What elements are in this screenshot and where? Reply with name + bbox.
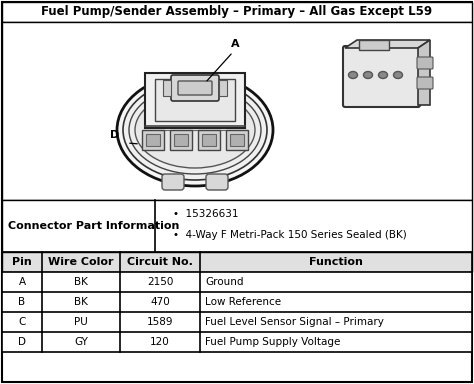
Bar <box>2 200 472 252</box>
Ellipse shape <box>379 71 388 78</box>
Text: •  4-Way F Metri-Pack 150 Series Sealed (BK): • 4-Way F Metri-Pack 150 Series Sealed (… <box>173 230 407 240</box>
Text: BK: BK <box>74 277 88 287</box>
Bar <box>142 130 164 150</box>
Bar <box>359 40 389 50</box>
Bar <box>2 312 472 332</box>
Text: 1589: 1589 <box>147 317 173 327</box>
Ellipse shape <box>393 71 402 78</box>
Text: Circuit No.: Circuit No. <box>127 257 193 267</box>
FancyBboxPatch shape <box>417 77 433 89</box>
Bar <box>202 134 216 146</box>
FancyBboxPatch shape <box>417 57 433 69</box>
Text: 120: 120 <box>150 337 170 347</box>
Bar <box>198 130 220 150</box>
Polygon shape <box>345 40 430 48</box>
Text: Pin: Pin <box>12 257 32 267</box>
Text: Wire Color: Wire Color <box>48 257 114 267</box>
FancyBboxPatch shape <box>162 174 184 190</box>
FancyBboxPatch shape <box>343 46 420 107</box>
Ellipse shape <box>117 74 273 186</box>
FancyBboxPatch shape <box>206 174 228 190</box>
Text: Fuel Level Sensor Signal – Primary: Fuel Level Sensor Signal – Primary <box>205 317 384 327</box>
Ellipse shape <box>135 92 255 168</box>
Text: •  15326631: • 15326631 <box>173 209 238 219</box>
Text: D: D <box>18 337 26 347</box>
Bar <box>2 272 472 292</box>
Text: PU: PU <box>74 317 88 327</box>
Text: 470: 470 <box>150 297 170 307</box>
Ellipse shape <box>123 80 267 180</box>
Text: GY: GY <box>74 337 88 347</box>
Ellipse shape <box>364 71 373 78</box>
Text: A: A <box>231 39 239 49</box>
Bar <box>2 2 472 22</box>
Text: D: D <box>110 130 119 140</box>
Bar <box>226 130 248 150</box>
Bar <box>2 292 472 312</box>
FancyBboxPatch shape <box>178 81 212 95</box>
Bar <box>155 79 235 121</box>
Bar <box>230 134 244 146</box>
Text: BK: BK <box>74 297 88 307</box>
Bar <box>2 22 472 200</box>
Bar <box>174 134 188 146</box>
FancyBboxPatch shape <box>171 75 219 101</box>
Text: Connector Part Information: Connector Part Information <box>8 221 179 231</box>
Text: 2150: 2150 <box>147 277 173 287</box>
Text: Low Reference: Low Reference <box>205 297 281 307</box>
Text: C: C <box>18 317 26 327</box>
Bar <box>2 252 472 272</box>
Text: Fuel Pump/Sender Assembly – Primary – All Gas Except L59: Fuel Pump/Sender Assembly – Primary – Al… <box>41 5 433 18</box>
Text: A: A <box>18 277 26 287</box>
Ellipse shape <box>348 71 357 78</box>
Text: Function: Function <box>309 257 363 267</box>
Text: Ground: Ground <box>205 277 244 287</box>
Bar <box>2 332 472 352</box>
Bar <box>163 80 171 96</box>
Text: B: B <box>18 297 26 307</box>
Bar <box>219 80 227 96</box>
Text: Fuel Pump Supply Voltage: Fuel Pump Supply Voltage <box>205 337 340 347</box>
Polygon shape <box>418 40 430 105</box>
Bar <box>170 130 192 150</box>
Bar <box>145 73 245 128</box>
Ellipse shape <box>129 86 261 174</box>
Bar <box>146 134 160 146</box>
